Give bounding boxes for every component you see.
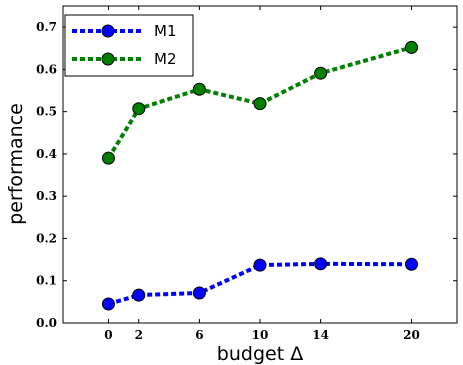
data-point-m1 <box>101 297 115 311</box>
y-tick-label: 0.6 <box>36 62 57 76</box>
data-point-m1 <box>132 288 146 302</box>
y-tick-label: 0.4 <box>36 147 57 161</box>
data-point-m2 <box>132 102 146 116</box>
x-tick-label: 14 <box>312 328 329 342</box>
legend-label-m2: M2 <box>154 50 177 68</box>
legend: M1 M2 <box>64 14 194 77</box>
y-tick-label: 0.1 <box>36 274 57 288</box>
data-point-m1 <box>314 257 328 271</box>
data-point-m1 <box>405 257 419 271</box>
y-axis-title: performance <box>5 103 27 225</box>
x-tick-label: 2 <box>135 328 143 342</box>
x-tick-label: 20 <box>403 328 420 342</box>
series-line-m2 <box>106 45 413 160</box>
y-tick-label: 0.5 <box>36 105 57 119</box>
legend-label-m1: M1 <box>154 22 177 40</box>
data-point-m1 <box>253 258 267 272</box>
x-axis-title: budget Δ <box>217 343 303 365</box>
data-point-m2 <box>405 40 419 54</box>
legend-marker-m2 <box>101 52 115 66</box>
y-tick-label: 0.3 <box>36 189 57 203</box>
x-tick-label: 0 <box>104 328 112 342</box>
legend-marker-m1 <box>101 24 115 38</box>
y-tick-label: 0.2 <box>36 231 57 245</box>
data-point-m2 <box>101 151 115 165</box>
data-point-m2 <box>192 82 206 96</box>
legend-box <box>64 14 194 77</box>
x-tick-label: 10 <box>252 328 269 342</box>
data-point-m2 <box>314 66 328 80</box>
y-tick-label: 0.0 <box>36 316 57 330</box>
x-tick-label: 6 <box>195 328 203 342</box>
data-point-m2 <box>253 97 267 111</box>
data-point-m1 <box>192 286 206 300</box>
y-tick-label: 0.7 <box>36 20 57 34</box>
